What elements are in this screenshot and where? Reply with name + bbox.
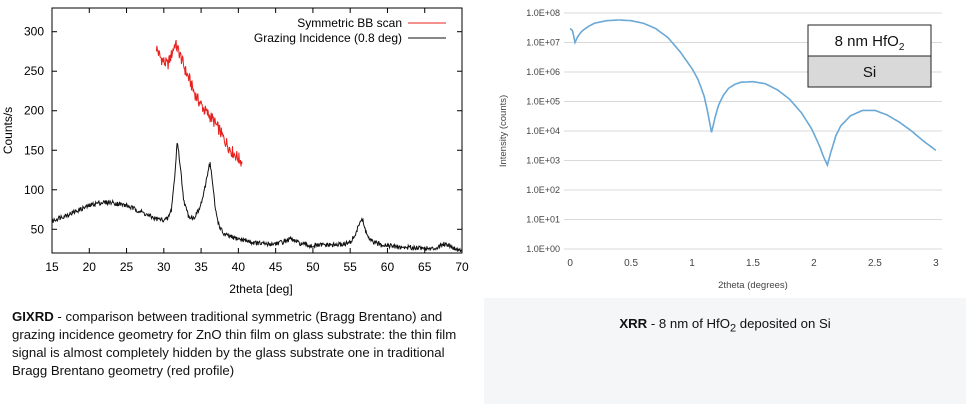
x-tick-label: 55: [344, 260, 358, 274]
stack-layer-subscript: 2: [899, 42, 905, 53]
legend-label: Symmetric BB scan: [297, 16, 402, 30]
y-tick-label: 150: [24, 143, 44, 157]
legend-label: Grazing Incidence (0.8 deg): [254, 31, 402, 45]
y-tick-label: 1.0E+06: [526, 67, 560, 77]
y-tick-label: 300: [24, 25, 44, 39]
xrr-chart: 1.0E+00 1.0E+01 1.0E+02 1.0E+03 1.0E+04 1.0E+…: [498, 8, 942, 291]
stack-layer-box: [807, 55, 932, 88]
stack-layer-label: 8 nm HfO2: [835, 33, 905, 53]
x-tick-label: 15: [45, 260, 59, 274]
x-tick-label: 20: [83, 260, 97, 274]
gixrd-caption-text: - comparison between traditional symmetr…: [12, 309, 457, 378]
x-tick-label: 70: [455, 260, 469, 274]
grazing-incidence-series-line: [51, 142, 463, 253]
gixrd-chart: 15 20 25 30 35 40 45 50 55 60 65 70 50 100 150 200 250 30…: [1, 7, 469, 296]
xrr-caption-subscript: 2: [729, 322, 737, 335]
y-axis-label: Counts/s: [1, 107, 15, 154]
x-tick-label: 45: [269, 260, 283, 274]
y-tick-label: 250: [24, 64, 44, 78]
xrr-caption-bold: XRR: [619, 316, 648, 331]
stack-layer-label: Si: [863, 64, 876, 81]
y-tick-label: 1.0E+05: [526, 97, 560, 107]
x-axis-label: 2theta [deg]: [229, 282, 292, 296]
x-tick-label: 60: [381, 260, 395, 274]
x-tick-label: 0: [567, 258, 573, 269]
xrr-series-line: [569, 19, 937, 168]
x-tick-label: 25: [120, 260, 134, 274]
xrr-caption: XRR - 8 nm of HfO2 deposited on Si: [484, 316, 966, 335]
x-tick-label: 40: [232, 260, 246, 274]
x-tick-label: 0.5: [624, 258, 638, 269]
x-tick-label: 3: [933, 258, 939, 269]
y-tick-label: 1.0E+00: [526, 244, 560, 254]
symmetric-bb-series-line: [155, 39, 243, 167]
y-tick-label: 1.0E+08: [526, 8, 560, 18]
y-tick-label: 1.0E+03: [526, 156, 560, 166]
x-tick-label: 2.5: [868, 258, 882, 269]
y-tick-label: 1.0E+07: [526, 38, 560, 48]
x-tick-label: 35: [194, 260, 208, 274]
gixrd-caption-bold: GIXRD: [12, 309, 54, 324]
stack-layer-box: [807, 24, 932, 57]
x-tick-label: 65: [418, 260, 432, 274]
y-tick-label: 1.0E+02: [526, 185, 560, 195]
y-tick-label: 50: [31, 222, 45, 236]
plot-frame: [51, 7, 463, 254]
x-tick-label: 2: [811, 258, 817, 269]
gixrd-caption: GIXRD - comparison between traditional s…: [12, 308, 474, 380]
x-tick-label: 50: [306, 260, 320, 274]
y-axis-label: Intensity (counts): [498, 95, 509, 167]
xrr-caption-text-after: deposited on Si: [736, 316, 831, 331]
x-tick-label: 30: [157, 260, 171, 274]
x-tick-label: 1.5: [746, 258, 760, 269]
xrr-panel: 1.0E+00 1.0E+01 1.0E+02 1.0E+03 1.0E+04 1.0E+…: [484, 0, 966, 404]
y-tick-label: 1.0E+01: [526, 215, 560, 225]
y-tick-label: 1.0E+04: [526, 126, 560, 136]
gixrd-panel: 15 20 25 30 35 40 45 50 55 60 65 70 50 100 150 200 250 30…: [1, 7, 474, 380]
x-tick-label: 1: [689, 258, 695, 269]
xrr-caption-text-before: - 8 nm of HfO: [647, 316, 730, 331]
y-tick-label: 100: [24, 183, 44, 197]
y-tick-label: 200: [24, 104, 44, 118]
x-axis-label: 2theta (degrees): [718, 280, 788, 291]
